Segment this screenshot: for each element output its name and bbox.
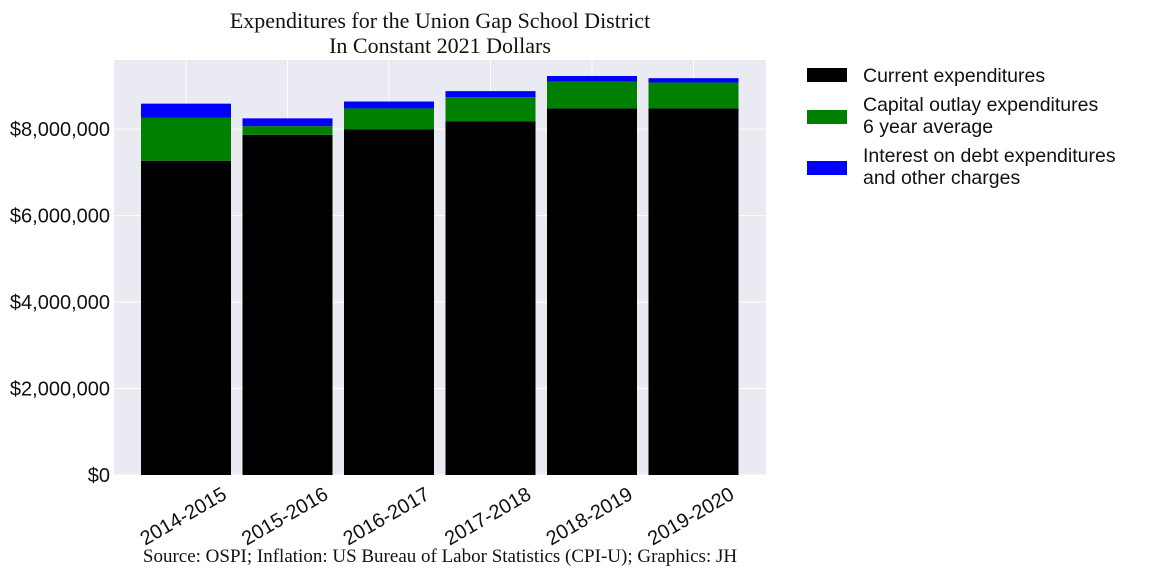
- bar-capital-outlay-2019-2020: [648, 82, 739, 109]
- y-tick-label: $2,000,000: [10, 379, 110, 401]
- bar-interest-2016-2017: [344, 101, 434, 109]
- bar-interest-2018-2019: [547, 75, 637, 82]
- y-tick-label: $4,000,000: [10, 292, 110, 314]
- chart-title-line-2: In Constant 2021 Dollars: [329, 33, 551, 58]
- legend-label: and other charges: [863, 167, 1020, 189]
- bar-capital-outlay-2014-2015: [141, 117, 231, 161]
- chart-title-line-1: Expenditures for the Union Gap School Di…: [230, 8, 650, 33]
- legend: Current expenditures Capital outlay expen…: [807, 65, 1116, 189]
- bar-capital-outlay-2017-2018: [445, 97, 536, 122]
- legend-label: 6 year average: [863, 116, 993, 138]
- x-tick-label: 2015-2016: [238, 483, 332, 550]
- y-axis-ticks: $0 $2,000,000 $4,000,000 $6,000,000 $8,000,0…: [10, 119, 110, 487]
- y-tick-label: $0: [88, 465, 110, 487]
- bar-interest-2017-2018: [445, 91, 536, 98]
- legend-label: Capital outlay expenditures: [863, 94, 1098, 116]
- legend-swatch: [807, 110, 847, 124]
- bar-current-2014-2015: [141, 160, 231, 476]
- bar-current-2016-2017: [344, 129, 434, 475]
- bars: [141, 75, 739, 476]
- x-tick-label: 2018-2019: [543, 483, 637, 550]
- bar-current-2017-2018: [445, 121, 536, 476]
- legend-label: Current expenditures: [863, 65, 1045, 87]
- bar-interest-2015-2016: [242, 118, 333, 127]
- bar-capital-outlay-2018-2019: [547, 81, 637, 109]
- x-axis-ticks: 2014-2015 2015-2016 2016-2017 2017-2018 2018…: [137, 483, 738, 550]
- bar-current-2019-2020: [648, 108, 739, 476]
- bar-capital-outlay-2016-2017: [344, 108, 434, 130]
- y-tick-label: $6,000,000: [10, 206, 110, 228]
- bar-interest-2014-2015: [141, 103, 231, 118]
- y-tick-label: $8,000,000: [10, 119, 110, 141]
- legend-swatch: [807, 68, 847, 82]
- legend-swatch: [807, 161, 847, 175]
- bar-current-2018-2019: [547, 108, 637, 476]
- bar-interest-2019-2020: [648, 78, 739, 83]
- x-tick-label: 2014-2015: [137, 483, 231, 550]
- bar-current-2015-2016: [242, 134, 333, 476]
- bar-capital-outlay-2015-2016: [242, 126, 333, 135]
- legend-label: Interest on debt expenditures: [863, 145, 1116, 167]
- x-tick-label: 2019-2020: [644, 483, 738, 550]
- source-caption: Source: OSPI; Inflation: US Bureau of La…: [143, 546, 737, 567]
- x-tick-label: 2016-2017: [340, 483, 434, 550]
- x-tick-label: 2017-2018: [441, 483, 535, 550]
